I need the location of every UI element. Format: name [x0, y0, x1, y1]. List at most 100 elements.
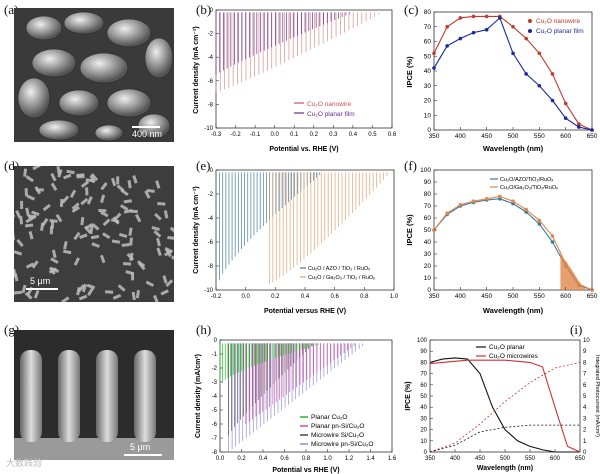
data-point [537, 83, 542, 88]
nanostructure [80, 197, 89, 206]
y-tick-label: 70 [424, 24, 432, 31]
ylabel-e: Current density (mA cm⁻²) [193, 186, 200, 273]
nanostructure [169, 226, 174, 235]
nanostructure [120, 188, 129, 197]
chart-i: 350 400 450 500 550 600 6500102030405060708090… [405, 338, 600, 472]
nanostructure [78, 294, 88, 301]
y-tick-label: 0 [210, 168, 214, 174]
chart-h: 0.0 0.2 0.4 0.6 0.8 1.0 1.2 1.4 1.6 0 -1 -2 -3 -4 -5 -6… [195, 338, 397, 474]
y-tick-label: -5 [212, 408, 218, 414]
nanostructure [98, 208, 107, 213]
nanostructure [50, 220, 55, 229]
y-tick-label: 60 [420, 383, 427, 389]
y2-tick-label: 0 [583, 450, 587, 456]
nanostructure [123, 199, 132, 204]
legend-b-1: Cu₂O planar film [307, 111, 355, 118]
x-tick-label: 350 [429, 133, 440, 140]
x-tick-label: 0.0 [270, 132, 279, 138]
y-tick-label: 50 [424, 53, 432, 60]
ylabel2-i: Integrated Photocurrent (mA/cm²) [594, 355, 600, 437]
x-tick-label: 1.4 [366, 456, 375, 462]
nanostructure [128, 227, 133, 236]
x-tick-label: 550 [534, 133, 545, 140]
chart-c: 350 400 450 500 550 600 650 0 10 20 30 40 50 60 70 80 W… [405, 9, 598, 153]
nanostructure [66, 169, 75, 175]
nanostructure [89, 225, 94, 235]
nanostructure [155, 180, 161, 189]
data-point [537, 51, 542, 56]
x-tick-label: 550 [525, 456, 536, 462]
nanostructure [131, 291, 136, 301]
data-point [471, 30, 476, 35]
nanostructure [167, 235, 174, 240]
nanostructure [127, 180, 132, 189]
nanostructure [14, 232, 16, 241]
y-tick-label: 0 [427, 287, 431, 294]
legend-e-1: Cu₂O / Ga₂O₃ / TiO₂ / RuOₓ [308, 275, 375, 281]
nanostructure [71, 202, 80, 210]
nanostructure [14, 272, 19, 282]
ylabel-b: Current density (mA cm⁻²) [193, 26, 200, 113]
x-tick-label: 1.6 [388, 456, 397, 462]
nanostructure [145, 280, 155, 287]
data-point [432, 66, 436, 70]
y2-tick-label: 4 [583, 405, 587, 411]
x-tick-label: 350 [425, 456, 436, 462]
nanostructure [132, 175, 138, 184]
y-tick-label: -7 [212, 436, 218, 442]
x-tick-label: 0.2 [271, 294, 280, 300]
x-tick-label: 600 [560, 133, 571, 140]
y2-tick-label: 3 [583, 416, 587, 422]
y-tick-label: 60 [424, 39, 432, 46]
nanostructure [118, 232, 128, 239]
nanostructure [51, 249, 57, 259]
data-point [484, 197, 489, 201]
panel-label-b: (b) [196, 2, 212, 17]
nanostructure [76, 173, 85, 177]
x-tick-label: 0.4 [301, 294, 310, 300]
legend-b-0: Cu₂O nanowire [307, 101, 351, 108]
legend-h-1: Planar pn-Si/Cu₂O [311, 423, 364, 430]
data-point [445, 24, 449, 29]
nanostructure [102, 218, 111, 227]
nanostructure [119, 204, 129, 211]
nanostructure [151, 226, 160, 232]
y2-tick-label: 9 [583, 349, 587, 355]
x-tick-label: 400 [455, 133, 466, 140]
nanostructure [110, 177, 117, 187]
ylabel-h: Current density (mA/cm²) [195, 354, 202, 438]
nanostructure [26, 194, 36, 201]
y-tick-label: 40 [424, 239, 432, 246]
nanostructure [144, 190, 151, 199]
nanostructure [100, 210, 109, 218]
nanostructure [171, 255, 174, 262]
y-tick-label: 80 [424, 191, 432, 198]
nanostructure [28, 231, 34, 240]
data-point [484, 14, 489, 19]
y-tick-label: 10 [424, 275, 432, 282]
data-point [524, 36, 528, 41]
y2-tick-label: 10 [583, 338, 590, 344]
scale-bar-label: 5 μm [130, 442, 151, 452]
y-tick-label: 0 [214, 338, 218, 344]
y-tick-label: 100 [420, 167, 431, 174]
data-point [537, 222, 542, 226]
xlabel-c: Wavelength (nm) [483, 144, 544, 153]
data-point [537, 218, 542, 223]
nanostructure [91, 223, 100, 231]
y-tick-label: -4 [208, 55, 214, 61]
scale-bar [124, 454, 162, 456]
data-point [577, 122, 581, 126]
ylabel-c: IPCE (%) [405, 56, 414, 88]
y-tick-label: -4 [208, 216, 214, 222]
legend-h-2: Microwire Si/Cu₂O [311, 432, 364, 439]
x-tick-label: -0.2 [230, 132, 241, 138]
xlabel-b: Potential vs. RHE (V) [269, 146, 338, 153]
y-tick-label: -8 [208, 264, 214, 270]
nanostructure [69, 189, 77, 199]
data-point [445, 44, 449, 48]
x-tick-label: 400 [455, 293, 466, 300]
y-tick-label: -10 [204, 288, 213, 294]
nanostructure [134, 213, 142, 223]
y-tick-label: 70 [420, 372, 427, 378]
